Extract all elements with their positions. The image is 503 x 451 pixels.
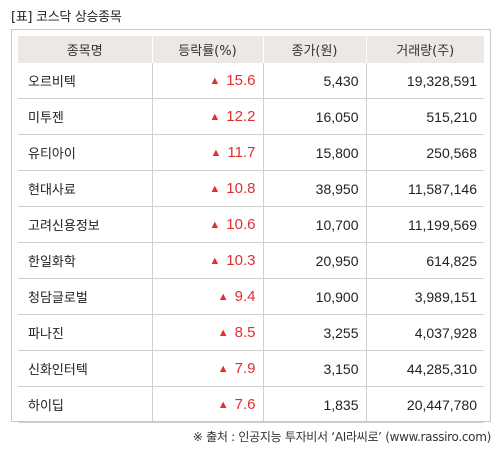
table-row: 청담글로벌 ▲ 9.4 10,900 3,989,151 (18, 278, 484, 315)
stock-table: 종목명 등락률(%) 종가(원) 거래량(주) 오르비텍 ▲ 15.6 5,430… (18, 36, 484, 423)
volume-cell: 515,210 (366, 98, 484, 135)
price-cell: 20,950 (263, 242, 367, 279)
change-value: 11.7 (227, 144, 256, 161)
volume-cell: 3,989,151 (366, 278, 484, 315)
volume-cell: 20,447,780 (366, 386, 484, 423)
change-value: 9.4 (234, 288, 256, 305)
change-value: 7.6 (234, 396, 256, 413)
change-value: 10.3 (226, 252, 256, 269)
price-cell: 1,835 (263, 386, 367, 423)
up-arrow-icon: ▲ (209, 111, 221, 123)
price-cell: 16,050 (263, 98, 367, 135)
price-cell: 10,900 (263, 278, 367, 315)
change-cell: ▲ 7.9 (152, 350, 264, 387)
table-row: 유티아이 ▲ 11.7 15,800 250,568 (18, 134, 484, 171)
price-cell: 38,950 (263, 170, 367, 207)
table-frame: 종목명 등락률(%) 종가(원) 거래량(주) 오르비텍 ▲ 15.6 5,430… (11, 29, 491, 423)
stock-name: 미투젠 (18, 98, 153, 135)
up-arrow-icon: ▲ (210, 147, 222, 159)
table-header-row: 종목명 등락률(%) 종가(원) 거래량(주) (18, 36, 484, 63)
price-cell: 3,255 (263, 314, 367, 351)
up-arrow-icon: ▲ (209, 255, 221, 267)
price-cell: 15,800 (263, 134, 367, 171)
change-cell: ▲ 12.2 (152, 98, 264, 135)
change-cell: ▲ 15.6 (152, 63, 264, 99)
stock-name: 청담글로벌 (18, 278, 153, 315)
volume-cell: 4,037,928 (366, 314, 484, 351)
table-row: 파나진 ▲ 8.5 3,255 4,037,928 (18, 314, 484, 351)
stock-name: 한일화학 (18, 242, 153, 279)
stock-name: 유티아이 (18, 134, 153, 171)
change-cell: ▲ 7.6 (152, 386, 264, 423)
stock-name: 현대사료 (18, 170, 153, 207)
up-arrow-icon: ▲ (209, 219, 221, 231)
up-arrow-icon: ▲ (217, 291, 229, 303)
change-value: 10.6 (226, 216, 256, 233)
change-cell: ▲ 10.6 (152, 206, 264, 243)
change-cell: ▲ 11.7 (152, 134, 264, 171)
table-row: 하이딥 ▲ 7.6 1,835 20,447,780 (18, 386, 484, 423)
change-value: 7.9 (234, 360, 256, 377)
up-arrow-icon: ▲ (209, 183, 221, 195)
volume-cell: 11,587,146 (366, 170, 484, 207)
change-cell: ▲ 10.8 (152, 170, 264, 207)
change-value: 15.6 (226, 72, 256, 89)
volume-cell: 19,328,591 (366, 63, 484, 99)
up-arrow-icon: ▲ (217, 363, 229, 375)
table-row: 오르비텍 ▲ 15.6 5,430 19,328,591 (18, 63, 484, 99)
volume-cell: 614,825 (366, 242, 484, 279)
volume-cell: 11,199,569 (366, 206, 484, 243)
change-value: 8.5 (234, 324, 256, 341)
change-value: 12.2 (226, 108, 256, 125)
price-cell: 10,700 (263, 206, 367, 243)
stock-name: 오르비텍 (18, 63, 153, 99)
table-row: 신화인터텍 ▲ 7.9 3,150 44,285,310 (18, 350, 484, 387)
change-value: 10.8 (226, 180, 256, 197)
table-row: 한일화학 ▲ 10.3 20,950 614,825 (18, 242, 484, 279)
volume-cell: 44,285,310 (366, 350, 484, 387)
source-note: ※ 출처 : 인공지능 투자비서 ‘AI라씨로’ (www.rassiro.co… (192, 430, 491, 444)
table-row: 미투젠 ▲ 12.2 16,050 515,210 (18, 98, 484, 135)
stock-name: 고려신용정보 (18, 206, 153, 243)
change-cell: ▲ 8.5 (152, 314, 264, 351)
header-price: 종가(원) (263, 36, 367, 63)
header-volume: 거래량(주) (366, 36, 484, 63)
price-cell: 3,150 (263, 350, 367, 387)
table-row: 고려신용정보 ▲ 10.6 10,700 11,199,569 (18, 206, 484, 243)
price-cell: 5,430 (263, 63, 367, 99)
change-cell: ▲ 10.3 (152, 242, 264, 279)
header-name: 종목명 (18, 36, 153, 63)
stock-name: 하이딥 (18, 386, 153, 423)
up-arrow-icon: ▲ (209, 75, 221, 87)
volume-cell: 250,568 (366, 134, 484, 171)
header-change: 등락률(%) (152, 36, 264, 63)
page-title: [표] 코스닥 상승종목 (11, 10, 122, 25)
up-arrow-icon: ▲ (217, 327, 229, 339)
up-arrow-icon: ▲ (217, 399, 229, 411)
table-row: 현대사료 ▲ 10.8 38,950 11,587,146 (18, 170, 484, 207)
stock-name: 신화인터텍 (18, 350, 153, 387)
stock-name: 파나진 (18, 314, 153, 351)
change-cell: ▲ 9.4 (152, 278, 264, 315)
